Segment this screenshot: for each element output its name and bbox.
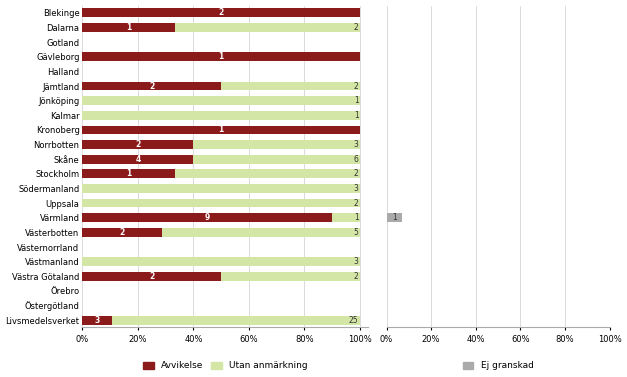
Text: 2: 2 [354,199,359,208]
Text: 2: 2 [354,169,359,178]
Text: 1: 1 [354,111,359,120]
Text: 9: 9 [204,213,210,222]
Bar [332,213,360,222]
Bar [82,140,193,149]
Bar [82,23,175,32]
Text: 2: 2 [149,272,154,281]
Bar [82,228,162,237]
Text: 3: 3 [354,184,359,193]
Bar [82,272,221,280]
Bar [82,213,332,222]
Text: 25: 25 [349,316,359,325]
Bar [82,111,360,120]
Legend: Ej granskad: Ej granskad [459,358,537,374]
Bar [82,82,221,90]
Bar [82,316,112,325]
Text: 2: 2 [119,228,125,237]
Bar [386,213,402,222]
Bar [82,96,360,105]
Bar [112,316,360,325]
Bar [82,52,360,61]
Text: 1: 1 [354,213,359,222]
Text: 1: 1 [126,23,131,32]
Bar [175,23,360,32]
Text: 2: 2 [354,23,359,32]
Bar [82,169,175,178]
Bar [82,126,360,134]
Text: 1: 1 [392,213,397,222]
Bar [82,199,360,207]
Bar [162,228,360,237]
Bar [82,257,360,266]
Text: 1: 1 [126,169,131,178]
Text: 2: 2 [219,8,224,17]
Text: 3: 3 [354,257,359,266]
Text: 2: 2 [149,81,154,90]
Text: 6: 6 [354,155,359,164]
Text: 1: 1 [219,126,224,135]
Bar [193,140,360,149]
Text: 4: 4 [135,155,140,164]
Bar [193,155,360,164]
Bar [221,272,360,280]
Bar [82,155,193,164]
Text: 1: 1 [354,96,359,105]
Text: 3: 3 [354,140,359,149]
Bar [221,82,360,90]
Text: 2: 2 [354,81,359,90]
Text: 3: 3 [95,316,100,325]
Bar [82,8,360,17]
Bar [82,184,360,193]
Text: 2: 2 [354,272,359,281]
Text: 1: 1 [219,52,224,61]
Text: 5: 5 [354,228,359,237]
Bar [175,169,360,178]
Legend: Avvikelse, Utan anmärkning: Avvikelse, Utan anmärkning [140,358,311,374]
Text: 2: 2 [135,140,140,149]
